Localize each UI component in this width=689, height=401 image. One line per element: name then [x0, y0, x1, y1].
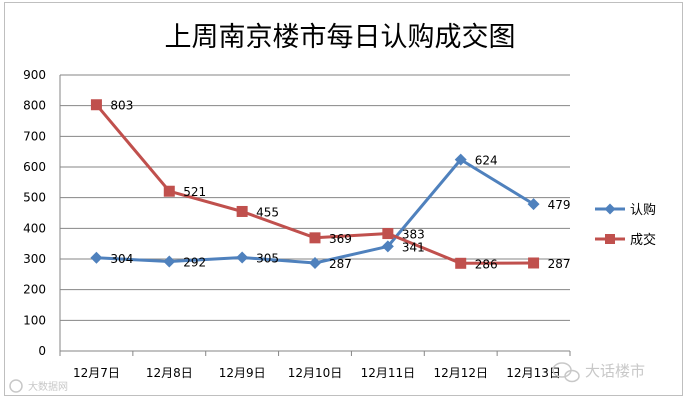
data-label: 455 [256, 205, 279, 219]
legend: 认购成交 [595, 202, 656, 248]
data-label: 624 [475, 154, 498, 168]
data-point [527, 198, 540, 211]
y-tick-label: 800 [23, 99, 46, 113]
data-label: 287 [329, 257, 352, 271]
data-point [163, 185, 175, 197]
y-tick-label: 200 [23, 283, 46, 297]
x-tick-label: 12月12日 [433, 366, 488, 380]
gridlines [60, 74, 570, 321]
data-label: 304 [110, 252, 133, 266]
y-tick-labels: 0 100 200 300 400 500 600 700 800 900 [23, 68, 46, 358]
data-labels: 304 292 305 287 341 624 479 803 521 455 369 383 286 2… [110, 99, 570, 272]
data-point [309, 232, 321, 244]
data-point [382, 228, 394, 240]
series [90, 99, 540, 269]
data-point [90, 251, 103, 264]
y-tick-label: 100 [23, 313, 46, 327]
watermark-bottom-left: 大数据网 [9, 379, 68, 393]
data-label: 521 [183, 185, 206, 199]
x-tick-label: 12月10日 [288, 366, 343, 380]
series-line-0 [96, 158, 535, 265]
x-tick-label: 12月7日 [73, 366, 120, 380]
data-point [163, 255, 176, 268]
data-point [236, 251, 249, 264]
y-tick-label: 700 [23, 129, 46, 143]
data-label: 292 [183, 255, 206, 269]
data-label: 479 [548, 198, 571, 212]
data-label: 341 [402, 240, 425, 254]
legend-marker [604, 203, 616, 215]
data-point [454, 153, 467, 166]
data-label: 803 [110, 99, 133, 113]
y-tick-label: 300 [23, 252, 46, 266]
axes [59, 75, 571, 356]
chart-title: 上周南京楼市每日认购成交图 [165, 22, 516, 53]
data-point [90, 99, 102, 111]
y-tick-label: 500 [23, 191, 46, 205]
y-tick-label: 900 [23, 68, 46, 82]
y-tick-label: 0 [38, 344, 46, 358]
data-point [309, 256, 321, 269]
wechat-icon-bubble [564, 369, 580, 383]
x-tick-label: 12月9日 [219, 366, 266, 380]
x-tick-label: 12月13日 [506, 366, 561, 380]
x-tick-labels: 12月7日 12月8日 12月9日 12月10日 12月11日 12月12日 12月13日 [73, 366, 561, 380]
legend-marker [605, 234, 615, 244]
data-label: 287 [548, 257, 571, 271]
y-tick-label: 600 [23, 160, 46, 174]
data-point [528, 257, 540, 269]
x-tick-label: 12月8日 [146, 366, 193, 380]
watermark-text-left: 大数据网 [28, 380, 68, 393]
data-point [236, 205, 248, 217]
watermark-logo-icon [9, 379, 23, 393]
data-label: 305 [256, 251, 279, 265]
chart-frame [4, 2, 683, 396]
data-point [455, 257, 467, 269]
data-point [381, 240, 394, 253]
data-label: 383 [402, 228, 425, 242]
data-label: 286 [475, 257, 498, 271]
legend-label: 成交 [630, 232, 656, 248]
data-label: 369 [329, 232, 352, 246]
y-tick-label: 400 [23, 221, 46, 235]
x-tick-label: 12月11日 [361, 366, 416, 380]
legend-label: 认购 [630, 202, 656, 218]
watermark-bottom-right: 大话楼市 [552, 362, 645, 383]
watermark-text-right: 大话楼市 [585, 362, 645, 380]
